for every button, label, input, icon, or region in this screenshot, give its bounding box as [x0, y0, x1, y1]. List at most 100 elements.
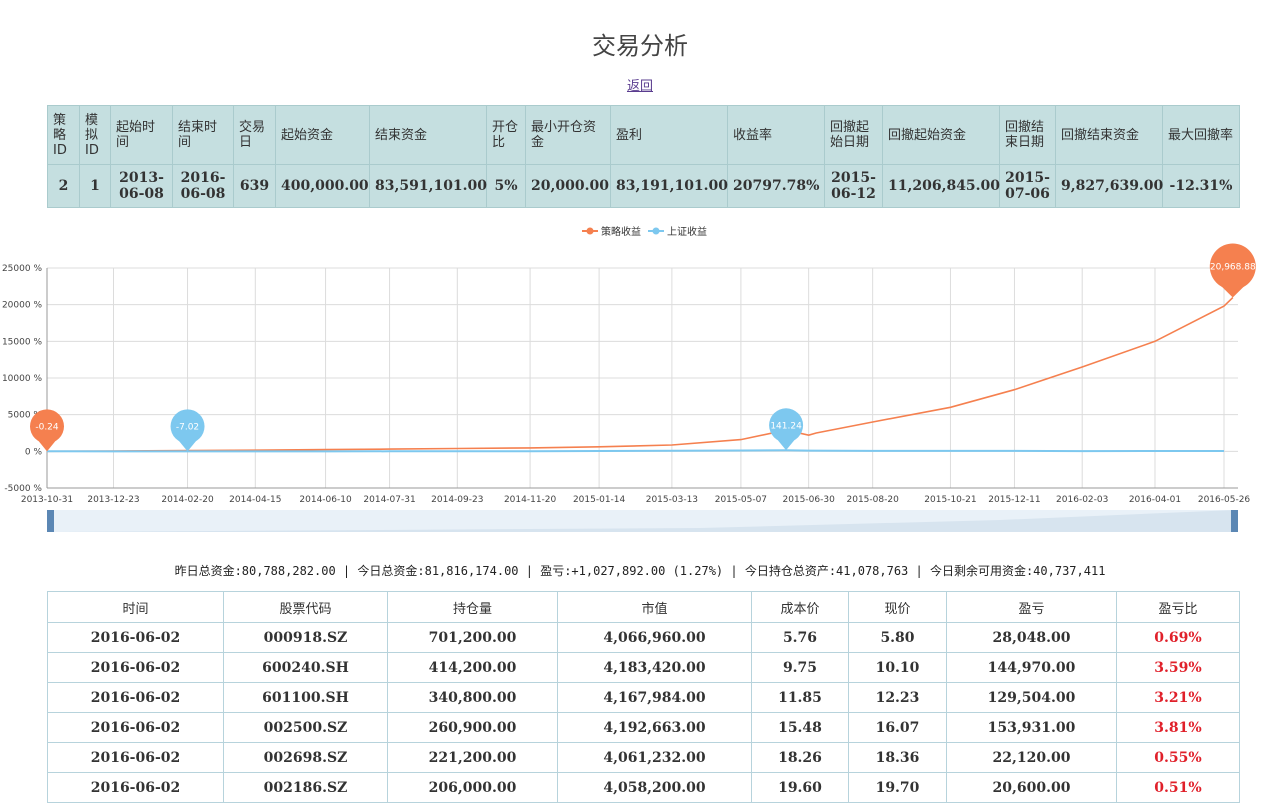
table-cell: 4,167,984.00 — [557, 682, 752, 713]
table-cell: 0.51% — [1116, 772, 1240, 803]
summary-value-cell: 83,591,101.00 — [369, 164, 487, 208]
summary-header-cell: 策略ID — [47, 105, 80, 165]
series-line-2 — [46, 449, 1224, 453]
holdings-header-cell: 盈亏比 — [1116, 591, 1240, 623]
marker-pin — [769, 408, 804, 443]
table-cell: 15.48 — [751, 712, 849, 743]
marker-pin — [30, 409, 64, 444]
x-tick-label: 2016-04-01 — [1129, 495, 1181, 505]
marker-pin-tail — [178, 439, 197, 452]
summary-header-cell: 开仓比 — [486, 105, 526, 165]
summary-value-cell: 2013-06-08 — [110, 164, 173, 208]
table-cell: 4,058,200.00 — [557, 772, 752, 803]
summary-header-cell: 起始时间 — [110, 105, 173, 165]
summary-value-cell: 20,000.00 — [525, 164, 611, 208]
table-row: 2016-06-02 601100.SH 340,800.00 4,167,984.0… — [47, 682, 1240, 713]
table-cell: 000918.SZ — [223, 622, 388, 653]
summary-value-cell: 2 — [47, 164, 80, 208]
summary-value-cell: 83,191,101.00 — [610, 164, 728, 208]
x-tick-label: 2015-12-11 — [988, 495, 1040, 505]
x-tick-label: 2014-09-23 — [431, 495, 483, 505]
summary-header-cell: 盈利 — [610, 105, 728, 165]
table-cell: 153,931.00 — [946, 712, 1117, 743]
table-cell: 2016-06-02 — [47, 682, 224, 713]
x-tick-label: 2015-05-07 — [715, 495, 767, 505]
summary-header-cell: 回撤结束日期 — [999, 105, 1056, 165]
x-tick-label: 2015-03-13 — [646, 495, 698, 505]
summary-header-cell: 最小开仓资金 — [525, 105, 611, 165]
table-cell: 2016-06-02 — [47, 712, 224, 743]
summary-table: 策略ID 模拟ID 起始时间 结束时间 交易日 起始资金 结束资金 开仓比 最小开仓资金 盈利 收益… — [47, 105, 1240, 208]
table-cell: 28,048.00 — [946, 622, 1117, 653]
table-cell: 002186.SZ — [223, 772, 388, 803]
y-tick-label: 25000 % — [2, 264, 42, 274]
range-handle-right[interactable] — [1231, 510, 1238, 532]
y-tick-label: 5000 % — [8, 411, 43, 421]
table-cell: 22,120.00 — [946, 742, 1117, 773]
summary-values-row: 2 1 2013-06-08 2016-06-08 639 400,000.00 83,59… — [47, 164, 1240, 208]
marker-pin-tail — [37, 439, 57, 452]
table-cell: 0.55% — [1116, 742, 1240, 773]
account-summary: 昨日总资金:80,788,282.00 | 今日总资金:81,816,174.0… — [174, 564, 1106, 578]
table-cell: 10.10 — [848, 652, 947, 683]
summary-header-cell: 结束时间 — [172, 105, 234, 165]
back-link[interactable]: 返回 — [626, 79, 653, 94]
y-tick-label: 10000 % — [2, 374, 42, 384]
table-cell: 2016-06-02 — [47, 652, 224, 683]
holdings-header-row: 时间 股票代码 持仓量 市值 成本价 现价 盈亏 盈亏比 — [47, 591, 1240, 623]
table-cell: 414,200.00 — [387, 652, 558, 683]
table-cell: 5.80 — [848, 622, 947, 653]
legend-swatch-dot — [586, 227, 594, 235]
x-tick-label: 2015-01-14 — [573, 495, 626, 505]
marker-label: 141.24 — [770, 421, 802, 431]
table-cell: 340,800.00 — [387, 682, 558, 713]
x-tick-label: 2015-08-20 — [847, 495, 900, 505]
summary-header-cell: 收益率 — [727, 105, 825, 165]
table-cell: 20,600.00 — [946, 772, 1117, 803]
table-cell: 129,504.00 — [946, 682, 1117, 713]
summary-value-cell: 2015-07-06 — [999, 164, 1056, 208]
table-cell: 3.59% — [1116, 652, 1240, 683]
summary-value-cell: 639 — [233, 164, 276, 208]
summary-value-cell: 20797.78% — [727, 164, 825, 208]
table-cell: 4,066,960.00 — [557, 622, 752, 653]
table-cell: 19.60 — [751, 772, 849, 803]
marker-label: -7.02 — [176, 422, 199, 432]
summary-value-cell: -12.31% — [1162, 164, 1240, 208]
holdings-header-cell: 市值 — [557, 591, 752, 623]
table-row: 2016-06-02 002698.SZ 221,200.00 4,061,232.0… — [47, 742, 1240, 773]
table-row: 2016-06-02 600240.SH 414,200.00 4,183,420.0… — [47, 652, 1240, 683]
table-cell: 2016-06-02 — [47, 742, 224, 773]
summary-value-cell: 400,000.00 — [275, 164, 370, 208]
holdings-header-cell: 成本价 — [751, 591, 849, 623]
y-tick-label: 20000 % — [2, 301, 42, 311]
table-cell: 601100.SH — [223, 682, 388, 713]
table-cell: 5.76 — [751, 622, 849, 653]
table-cell: 3.81% — [1116, 712, 1240, 743]
holdings-header-cell: 持仓量 — [387, 591, 558, 623]
table-cell: 9.75 — [751, 652, 849, 683]
table-cell: 144,970.00 — [946, 652, 1117, 683]
summary-value-cell: 11,206,845.00 — [882, 164, 1000, 208]
holdings-header-cell: 时间 — [47, 591, 224, 623]
back-link-container: 返回 — [0, 75, 1280, 94]
summary-value-cell: 5% — [486, 164, 526, 208]
page-title: 交易分析 — [592, 32, 688, 60]
x-tick-label: 2014-06-10 — [299, 495, 352, 505]
range-handle-left[interactable] — [47, 510, 54, 532]
table-cell: 16.07 — [848, 712, 947, 743]
summary-value-cell: 1 — [79, 164, 111, 208]
table-cell: 2016-06-02 — [47, 772, 224, 803]
holdings-header-cell: 现价 — [848, 591, 947, 623]
table-cell: 3.21% — [1116, 682, 1240, 713]
y-tick-label: 15000 % — [2, 337, 42, 347]
x-tick-label: 2013-12-23 — [87, 495, 139, 505]
table-cell: 18.36 — [848, 742, 947, 773]
holdings-header-cell: 股票代码 — [223, 591, 388, 623]
x-tick-label: 2015-06-30 — [783, 495, 836, 505]
summary-header-cell: 交易日 — [233, 105, 276, 165]
marker-pin — [1209, 243, 1256, 290]
series-line-1 — [46, 297, 1234, 453]
marker-pin-tail — [776, 438, 796, 451]
summary-header-cell: 模拟ID — [79, 105, 111, 165]
